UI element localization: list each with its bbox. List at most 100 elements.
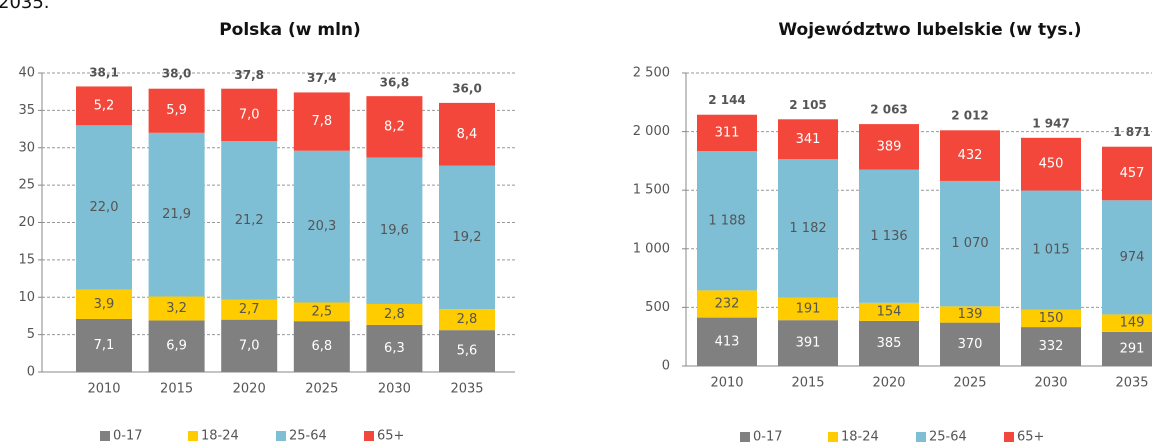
data-label: 7,0 [239, 338, 260, 353]
data-label: 2,7 [239, 302, 260, 317]
legend-swatch [916, 432, 926, 442]
legend-label: 25-64 [929, 430, 967, 445]
data-label: 2,8 [457, 312, 478, 327]
bar-segment [940, 322, 1000, 366]
legend-label: 18-24 [201, 429, 239, 444]
legend-label: 65+ [377, 429, 404, 444]
y-tick-label: 20 [18, 215, 35, 230]
data-label: 2,5 [311, 304, 332, 319]
data-label: 1 182 [789, 221, 826, 236]
bar-segment [940, 180, 1000, 307]
data-label: 1 070 [951, 236, 988, 251]
bar-segment [697, 114, 757, 152]
data-label: 3,9 [94, 297, 115, 312]
y-tick-label: 35 [18, 103, 35, 118]
total-label: 36,0 [452, 81, 482, 95]
bar-segment [1102, 331, 1152, 366]
data-label: 8,4 [457, 127, 478, 142]
data-label: 232 [715, 297, 740, 312]
bar-segment [76, 318, 132, 372]
x-tick-label: 2010 [710, 376, 743, 391]
bar-segment [859, 302, 919, 321]
legend-swatch [1004, 432, 1014, 442]
total-label: 1 871 [1113, 125, 1151, 139]
x-tick-label: 2030 [378, 382, 411, 397]
data-label: 5,2 [94, 98, 115, 113]
bar-segment [697, 290, 757, 318]
total-label: 36,8 [380, 75, 410, 89]
x-tick-label: 2010 [87, 382, 120, 397]
total-label: 38,0 [162, 66, 192, 80]
bar-segment [366, 324, 423, 372]
data-label: 149 [1120, 316, 1145, 331]
bar-segment [859, 169, 919, 303]
bar-segment [221, 141, 278, 300]
x-tick-label: 2035 [1115, 376, 1148, 391]
data-label: 391 [796, 336, 821, 351]
data-label: 2,8 [384, 307, 405, 322]
data-label: 291 [1120, 341, 1145, 356]
legend-label: 18-24 [841, 430, 879, 445]
x-tick-label: 2015 [791, 376, 824, 391]
total-label: 2 144 [708, 93, 746, 107]
data-label: 3,2 [166, 301, 187, 316]
bar-segment [293, 150, 350, 303]
bar-segment [366, 96, 423, 158]
data-label: 191 [796, 301, 821, 316]
data-label: 1 188 [708, 213, 745, 228]
y-tick-label: 25 [18, 178, 35, 193]
bar-segment [859, 320, 919, 366]
data-label: 6,9 [166, 339, 187, 354]
x-tick-label: 2025 [953, 376, 986, 391]
bar-segment [778, 159, 838, 298]
data-label: 413 [715, 334, 740, 349]
total-label: 2 012 [951, 109, 989, 123]
y-tick-label: 2 000 [633, 124, 670, 139]
bar-segment [293, 302, 350, 322]
y-tick-label: 1 000 [633, 241, 670, 256]
data-label: 5,9 [166, 103, 187, 118]
data-label: 20,3 [307, 219, 336, 234]
bar-segment [940, 306, 1000, 323]
bar-segment [221, 299, 278, 320]
data-label: 370 [958, 337, 983, 352]
data-label: 22,0 [90, 200, 119, 215]
x-tick-label: 2020 [872, 376, 905, 391]
data-label: 389 [877, 139, 902, 154]
bar-segment [76, 125, 132, 290]
bar-segment [778, 119, 838, 160]
bar-segment [148, 88, 205, 133]
y-tick-label: 0 [662, 359, 670, 374]
bar-segment [439, 165, 495, 310]
y-tick-label: 0 [27, 365, 35, 380]
bar-segment [366, 303, 423, 325]
bar-segment [1021, 190, 1081, 310]
bar-segment [697, 317, 757, 366]
total-label: 37,4 [307, 71, 337, 85]
data-label: 150 [1039, 311, 1064, 326]
bar-segment [221, 88, 278, 142]
data-label: 5,6 [457, 344, 478, 359]
legend-swatch [364, 431, 374, 441]
bar-segment [366, 157, 423, 304]
y-tick-label: 10 [18, 290, 35, 305]
legend-label: 25-64 [289, 429, 327, 444]
data-label: 1 015 [1032, 243, 1069, 258]
legend-swatch [100, 431, 110, 441]
total-label: 38,1 [89, 66, 119, 80]
x-tick-label: 2015 [160, 382, 193, 397]
bar-segment [778, 297, 838, 321]
data-label: 19,2 [453, 230, 482, 245]
bar-segment [1021, 137, 1081, 191]
caption-fragment: 2035. [0, 0, 50, 13]
x-tick-label: 2025 [305, 382, 338, 397]
data-label: 450 [1039, 157, 1064, 172]
bar-segment [148, 132, 205, 297]
bar-segment [1102, 200, 1152, 315]
data-label: 21,2 [235, 213, 264, 228]
y-tick-label: 500 [645, 300, 670, 315]
data-label: 311 [715, 125, 740, 140]
total-label: 1 947 [1032, 116, 1070, 130]
total-label: 37,8 [234, 68, 264, 82]
bar-segment [1102, 146, 1152, 201]
